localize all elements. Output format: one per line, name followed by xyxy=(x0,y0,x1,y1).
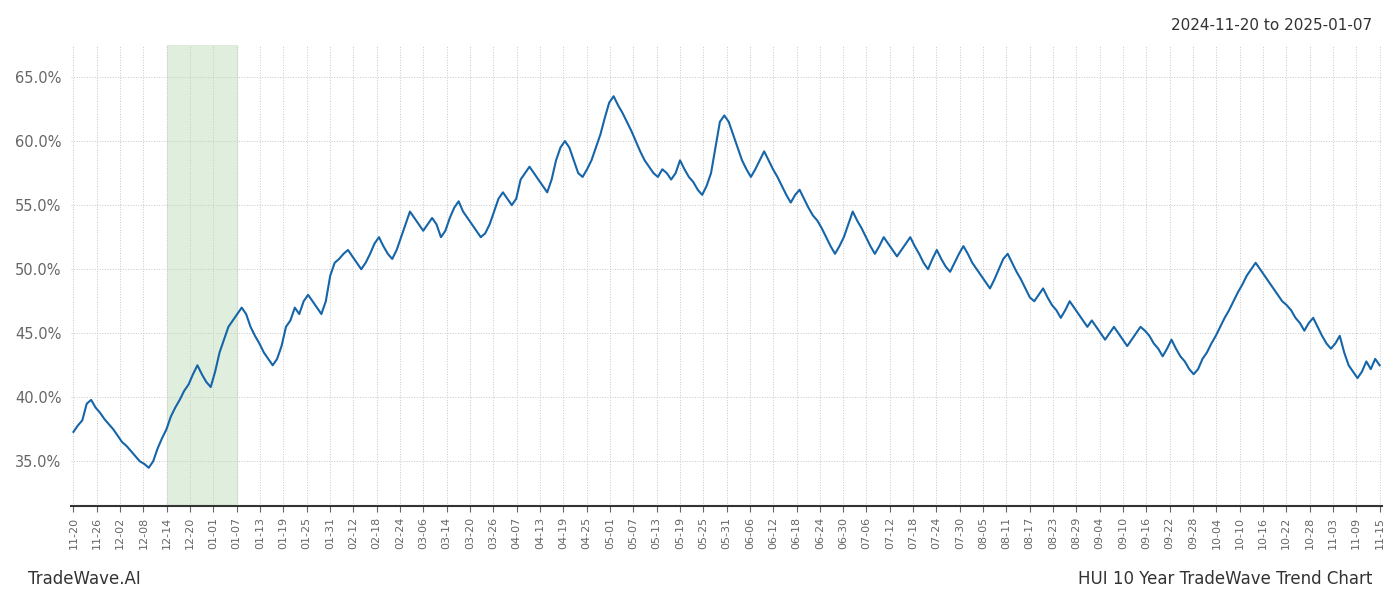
Text: TradeWave.AI: TradeWave.AI xyxy=(28,570,141,588)
Text: 2024-11-20 to 2025-01-07: 2024-11-20 to 2025-01-07 xyxy=(1170,18,1372,33)
Text: HUI 10 Year TradeWave Trend Chart: HUI 10 Year TradeWave Trend Chart xyxy=(1078,570,1372,588)
Bar xyxy=(167,45,237,506)
